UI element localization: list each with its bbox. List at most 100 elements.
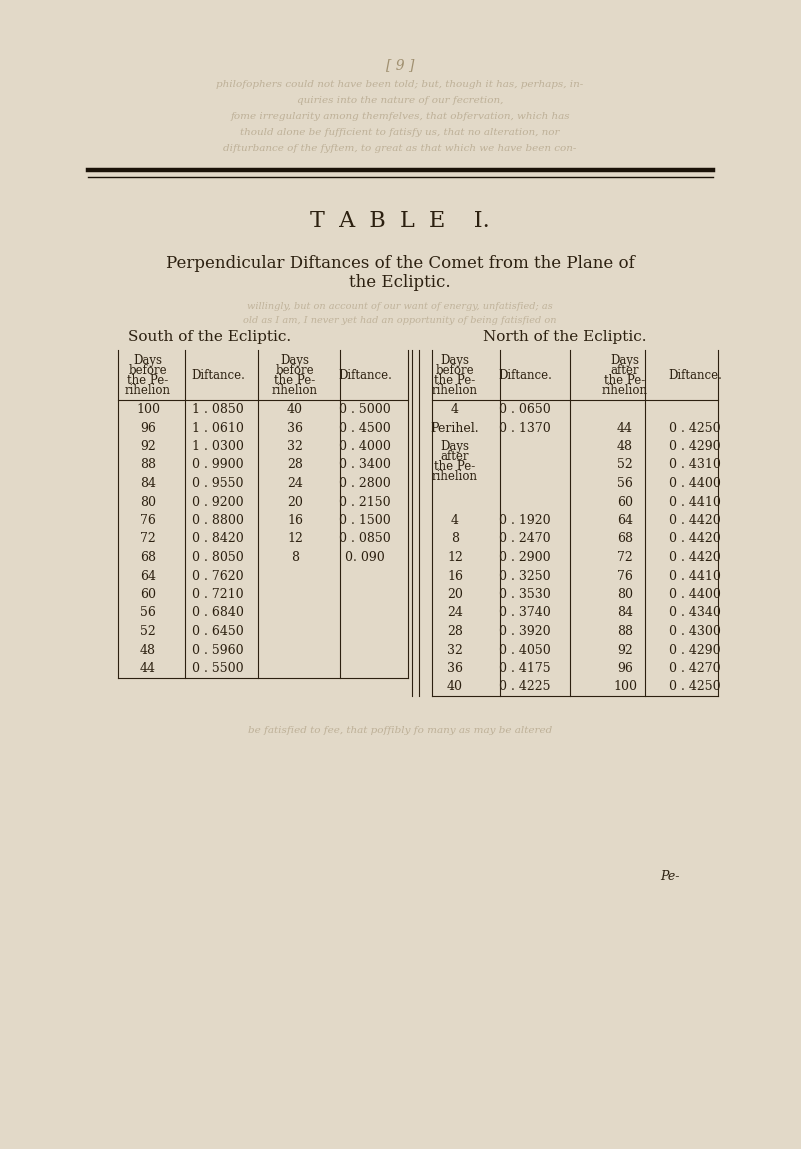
- Text: 0 . 2470: 0 . 2470: [499, 532, 551, 546]
- Text: 20: 20: [447, 588, 463, 601]
- Text: 76: 76: [140, 514, 156, 527]
- Text: difturbance of the fyftem, to great as that which we have been con-: difturbance of the fyftem, to great as t…: [223, 144, 577, 153]
- Text: 96: 96: [617, 662, 633, 674]
- Text: 88: 88: [617, 625, 633, 638]
- Text: 84: 84: [140, 477, 156, 489]
- Text: 28: 28: [287, 458, 303, 471]
- Text: 32: 32: [287, 440, 303, 453]
- Text: 68: 68: [140, 552, 156, 564]
- Text: Days: Days: [610, 354, 639, 367]
- Text: Diftance.: Diftance.: [668, 369, 722, 381]
- Text: 0 . 4420: 0 . 4420: [669, 532, 721, 546]
- Text: rihelion: rihelion: [432, 470, 478, 483]
- Text: 0 . 2900: 0 . 2900: [499, 552, 551, 564]
- Text: 84: 84: [617, 607, 633, 619]
- Text: willingly, but on account of our want of energy, unfatisfied; as: willingly, but on account of our want of…: [248, 302, 553, 311]
- Text: 56: 56: [140, 607, 156, 619]
- Text: 44: 44: [140, 662, 156, 674]
- Text: 92: 92: [140, 440, 156, 453]
- Text: 8: 8: [291, 552, 299, 564]
- Text: 0 . 5500: 0 . 5500: [192, 662, 244, 674]
- Text: 16: 16: [287, 514, 303, 527]
- Text: 72: 72: [140, 532, 156, 546]
- Text: rihelion: rihelion: [432, 384, 478, 398]
- Text: after: after: [610, 364, 639, 377]
- Text: 96: 96: [140, 422, 156, 434]
- Text: 0 . 4250: 0 . 4250: [669, 422, 721, 434]
- Text: 56: 56: [617, 477, 633, 489]
- Text: 44: 44: [617, 422, 633, 434]
- Text: 0 . 5960: 0 . 5960: [192, 643, 244, 656]
- Text: 0 . 7210: 0 . 7210: [192, 588, 244, 601]
- Text: 92: 92: [617, 643, 633, 656]
- Text: rihelion: rihelion: [125, 384, 171, 398]
- Text: 1 . 0610: 1 . 0610: [192, 422, 244, 434]
- Text: 32: 32: [447, 643, 463, 656]
- Text: rihelion: rihelion: [272, 384, 318, 398]
- Text: 0 . 1500: 0 . 1500: [339, 514, 391, 527]
- Text: 20: 20: [287, 495, 303, 509]
- Text: 52: 52: [617, 458, 633, 471]
- Text: 36: 36: [447, 662, 463, 674]
- Text: the Pe-: the Pe-: [275, 375, 316, 387]
- Text: 0 . 1920: 0 . 1920: [499, 514, 551, 527]
- Text: 40: 40: [287, 403, 303, 416]
- Text: South of the Ecliptic.: South of the Ecliptic.: [128, 330, 292, 344]
- Text: be fatisfied to fee, that poffibly fo many as may be altered: be fatisfied to fee, that poffibly fo ma…: [248, 726, 552, 735]
- Text: 0 . 4410: 0 . 4410: [669, 570, 721, 583]
- Text: [ 9 ]: [ 9 ]: [386, 57, 414, 72]
- Text: 48: 48: [617, 440, 633, 453]
- Text: Diftance.: Diftance.: [338, 369, 392, 381]
- Text: 0 . 2800: 0 . 2800: [339, 477, 391, 489]
- Text: after: after: [441, 450, 469, 463]
- Text: 12: 12: [287, 532, 303, 546]
- Text: T  A  B  L  E    I.: T A B L E I.: [310, 210, 490, 232]
- Text: the Pe-: the Pe-: [127, 375, 169, 387]
- Text: fome irregularity among themfelves, that obfervation, which has: fome irregularity among themfelves, that…: [230, 111, 570, 121]
- Text: quiries into the nature of our fecretion,: quiries into the nature of our fecretion…: [297, 97, 503, 105]
- Text: 80: 80: [140, 495, 156, 509]
- Text: 0 . 4300: 0 . 4300: [669, 625, 721, 638]
- Text: 76: 76: [617, 570, 633, 583]
- Text: the Pe-: the Pe-: [434, 375, 476, 387]
- Text: 64: 64: [617, 514, 633, 527]
- Text: 80: 80: [617, 588, 633, 601]
- Text: 40: 40: [447, 680, 463, 694]
- Text: 0 . 6840: 0 . 6840: [192, 607, 244, 619]
- Text: 0 . 9900: 0 . 9900: [192, 458, 244, 471]
- Text: 0 . 8800: 0 . 8800: [192, 514, 244, 527]
- Text: 0. 090: 0. 090: [345, 552, 384, 564]
- Text: 0 . 2150: 0 . 2150: [339, 495, 391, 509]
- Text: 0 . 3530: 0 . 3530: [499, 588, 551, 601]
- Text: the Ecliptic.: the Ecliptic.: [349, 273, 451, 291]
- Text: 72: 72: [617, 552, 633, 564]
- Text: 0 . 9550: 0 . 9550: [192, 477, 244, 489]
- Text: 0 . 4290: 0 . 4290: [669, 440, 721, 453]
- Text: 100: 100: [136, 403, 160, 416]
- Text: 8: 8: [451, 532, 459, 546]
- Text: 0 . 4400: 0 . 4400: [669, 588, 721, 601]
- Text: 100: 100: [613, 680, 637, 694]
- Text: the Pe-: the Pe-: [605, 375, 646, 387]
- Text: 0 . 4500: 0 . 4500: [339, 422, 391, 434]
- Text: 0 . 4420: 0 . 4420: [669, 514, 721, 527]
- Text: Days: Days: [441, 440, 469, 453]
- Text: before: before: [276, 364, 314, 377]
- Text: before: before: [436, 364, 474, 377]
- Text: North of the Ecliptic.: North of the Ecliptic.: [483, 330, 646, 344]
- Text: 0 . 6450: 0 . 6450: [192, 625, 244, 638]
- Text: old as I am, I never yet had an opportunity of being fatisfied on: old as I am, I never yet had an opportun…: [244, 316, 557, 325]
- Text: 0 . 8420: 0 . 8420: [192, 532, 244, 546]
- Text: 64: 64: [140, 570, 156, 583]
- Text: 0 . 4050: 0 . 4050: [499, 643, 551, 656]
- Text: 52: 52: [140, 625, 156, 638]
- Text: 1 . 0300: 1 . 0300: [192, 440, 244, 453]
- Text: 16: 16: [447, 570, 463, 583]
- Text: 0 . 5000: 0 . 5000: [339, 403, 391, 416]
- Text: 0 . 4270: 0 . 4270: [669, 662, 721, 674]
- Text: philofophers could not have been told; but, though it has, perhaps, in-: philofophers could not have been told; b…: [216, 80, 584, 88]
- Text: 0 . 0850: 0 . 0850: [339, 532, 391, 546]
- Text: 24: 24: [447, 607, 463, 619]
- Text: Days: Days: [441, 354, 469, 367]
- Text: 4: 4: [451, 403, 459, 416]
